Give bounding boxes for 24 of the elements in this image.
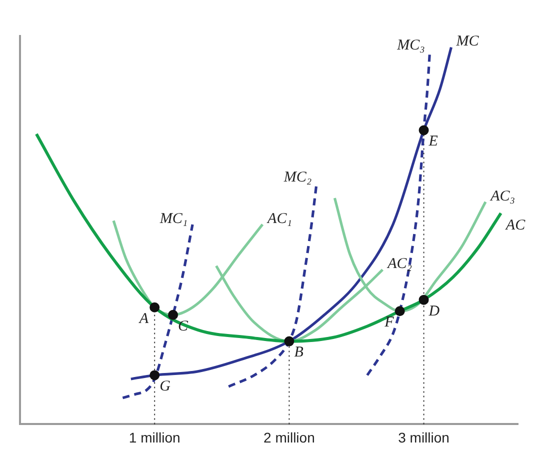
series-label: AC (504, 218, 526, 234)
annotation: D (428, 303, 440, 320)
series-label: AC₃ (490, 188, 515, 204)
point (418, 125, 429, 136)
annotation: F (384, 314, 395, 331)
series-label: MC₁ (158, 210, 188, 227)
point (150, 302, 160, 312)
point (284, 336, 294, 346)
series-label: MC₃ (396, 38, 425, 54)
series-label: MC (455, 34, 480, 50)
x-tick-label: 3 million (398, 429, 450, 446)
series-label: AC₁ (266, 210, 292, 227)
annotation: G (160, 378, 171, 395)
point (394, 306, 405, 316)
series-label: MC₂ (282, 169, 312, 186)
annotation: E (428, 134, 438, 150)
annotation: B (294, 344, 304, 361)
x-tick-label: 2 million (264, 429, 315, 446)
x-tick-label: 1 million (128, 429, 180, 446)
series-label: AC₂ (386, 256, 412, 272)
point (418, 294, 429, 305)
point (150, 370, 160, 380)
point (168, 310, 178, 320)
annotation: A (138, 310, 150, 327)
